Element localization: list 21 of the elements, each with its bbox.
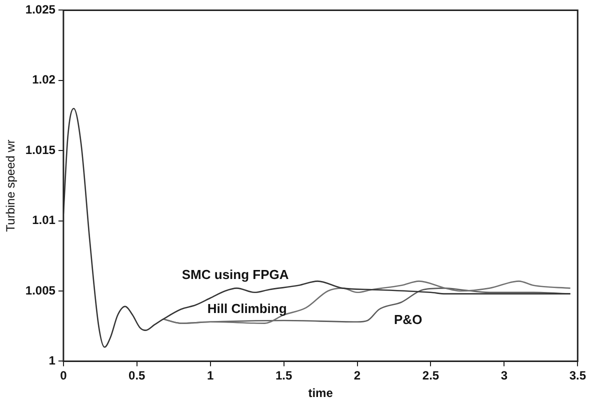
y-axis-title: Turbine speed wr (4, 140, 18, 232)
series-label: P&O (394, 312, 422, 328)
x-tick-label: 3 (500, 368, 508, 383)
y-tick-label: 1.01 (32, 213, 56, 228)
y-tick-label: 1.02 (32, 72, 56, 87)
series-label: SMC using FPGA (182, 267, 290, 282)
y-tick-label: 1 (48, 354, 56, 368)
line-series (162, 280, 571, 324)
x-tick-label: 1.5 (275, 368, 292, 383)
x-tick-label: 2 (354, 368, 361, 383)
line-series (63, 108, 571, 348)
y-tick-label: 1.025 (25, 2, 56, 17)
y-tick-label: 1.015 (25, 142, 56, 157)
y-tick-label: 1.005 (25, 283, 56, 298)
x-tick-label: 3.5 (569, 368, 586, 383)
x-axis-title: time (308, 386, 334, 400)
x-tick-label: 2.5 (422, 368, 440, 383)
x-tick-label: 0 (60, 368, 68, 383)
series-label: Hill Climbing (207, 300, 287, 316)
x-tick-label: 0.5 (128, 368, 146, 383)
x-tick-label: 1 (207, 368, 214, 383)
